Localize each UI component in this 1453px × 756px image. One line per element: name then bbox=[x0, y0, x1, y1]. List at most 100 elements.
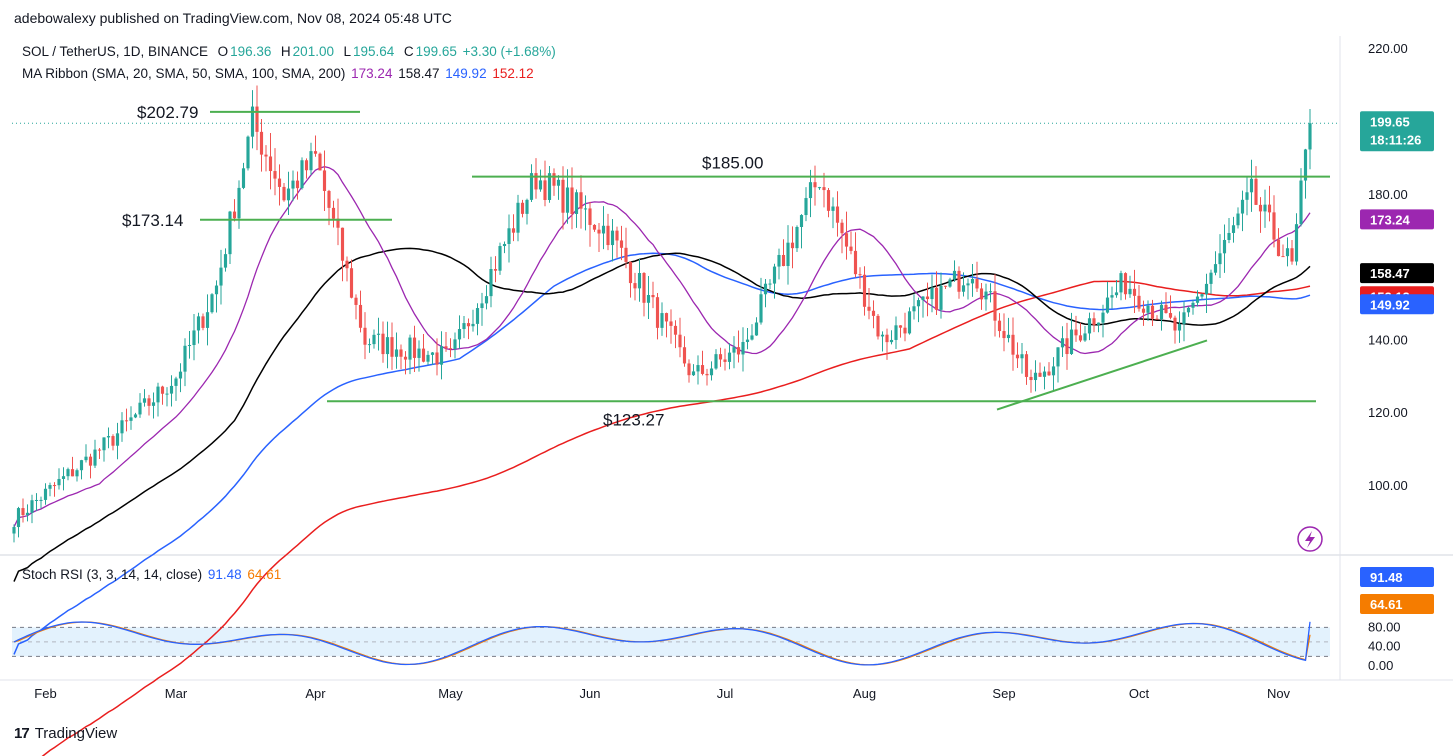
price-badge bbox=[1360, 294, 1434, 315]
candle-body bbox=[885, 334, 889, 343]
candle-body bbox=[79, 460, 84, 471]
candle-body bbox=[120, 420, 124, 434]
level-annotation: $202.79 bbox=[137, 103, 198, 122]
candle-body bbox=[223, 254, 228, 268]
countdown-text: 18:11:26 bbox=[1370, 132, 1421, 147]
candle-body bbox=[1258, 204, 1263, 212]
candle-body bbox=[322, 170, 327, 191]
candle-body bbox=[628, 261, 633, 284]
candle-body bbox=[808, 182, 813, 199]
candle-body bbox=[75, 470, 79, 477]
candle-body bbox=[16, 508, 21, 528]
candle-body bbox=[340, 227, 345, 261]
candle-body bbox=[466, 323, 471, 327]
trendline-support bbox=[996, 339, 1208, 411]
candle-body bbox=[498, 246, 502, 271]
candle-body bbox=[295, 180, 300, 189]
candle-body bbox=[754, 322, 759, 336]
candle-body bbox=[12, 527, 16, 534]
candle-body bbox=[1164, 304, 1168, 314]
lightning-icon[interactable] bbox=[1297, 526, 1323, 552]
candle-body bbox=[894, 325, 898, 340]
candle-body bbox=[1267, 204, 1272, 213]
candle-body bbox=[849, 246, 853, 251]
candle-body bbox=[52, 485, 57, 487]
candle-body bbox=[1128, 288, 1132, 295]
candle-body bbox=[565, 187, 570, 213]
candle-body bbox=[624, 247, 628, 262]
time-tick-label: Oct bbox=[1129, 686, 1150, 701]
candle-body bbox=[988, 291, 993, 293]
candle-body bbox=[678, 334, 682, 348]
candle-body bbox=[925, 296, 930, 300]
ma-ribbon-legend: MA Ribbon (SMA, 20, SMA, 50, SMA, 100, S… bbox=[22, 66, 536, 81]
candle-body bbox=[822, 187, 826, 191]
candle-body bbox=[1132, 288, 1137, 296]
candle-body bbox=[1191, 302, 1195, 308]
candle-body bbox=[183, 345, 187, 372]
candle-body bbox=[187, 345, 192, 347]
candle-body bbox=[1173, 317, 1177, 331]
ma100-value: 149.92 bbox=[445, 66, 487, 81]
candle-body bbox=[1096, 322, 1101, 325]
tradingview-footer[interactable]: 17 TradingView bbox=[14, 725, 117, 742]
candle-body bbox=[790, 242, 795, 249]
candle-body bbox=[106, 436, 111, 438]
candle-body bbox=[403, 356, 408, 360]
footer-brand: TradingView bbox=[34, 725, 118, 742]
candle-body bbox=[1200, 294, 1204, 297]
candle-body bbox=[484, 296, 489, 304]
axes: 220.00 180.00 140.00 120.00 100.00 80.00 40.00… bbox=[34, 41, 1407, 701]
time-tick-label: Jul bbox=[717, 686, 734, 701]
candle-body bbox=[867, 306, 871, 311]
candle-body bbox=[1024, 354, 1029, 377]
candle-body bbox=[660, 313, 664, 328]
candle-body bbox=[1110, 295, 1114, 298]
level-annotation: $123.27 bbox=[603, 410, 664, 429]
candle-body bbox=[993, 291, 997, 321]
main-grid bbox=[0, 36, 1453, 681]
candle-body bbox=[709, 368, 714, 376]
candle-body bbox=[673, 325, 678, 335]
candle-body bbox=[66, 469, 70, 477]
candles bbox=[12, 85, 1312, 543]
candle-body bbox=[421, 348, 426, 362]
price-badge bbox=[1360, 263, 1434, 284]
candle-body bbox=[1285, 248, 1290, 257]
level-lines bbox=[12, 110, 1340, 411]
candle-body bbox=[1105, 297, 1110, 313]
candle-body bbox=[1245, 192, 1249, 200]
candle-body bbox=[934, 287, 939, 310]
candle-body bbox=[399, 349, 403, 357]
ma-ribbon-label[interactable]: MA Ribbon (SMA, 20, SMA, 50, SMA, 100, S… bbox=[22, 66, 346, 81]
candle-body bbox=[961, 285, 966, 292]
candle-body bbox=[453, 339, 457, 350]
stoch-lines bbox=[13, 621, 1311, 666]
candle-body bbox=[691, 371, 696, 376]
candle-body bbox=[336, 218, 340, 228]
candle-body bbox=[300, 160, 304, 189]
ma20-line bbox=[13, 166, 1311, 528]
candle-body bbox=[129, 417, 133, 421]
stoch-d-value: 64.61 bbox=[247, 567, 282, 582]
candle-body bbox=[831, 206, 835, 211]
candle-body bbox=[367, 344, 372, 346]
candle-body bbox=[561, 179, 565, 213]
price-tick-label: 220.00 bbox=[1368, 41, 1408, 56]
candle-body bbox=[768, 283, 772, 285]
candle-body bbox=[1137, 295, 1141, 309]
candle-body bbox=[1168, 313, 1173, 318]
candle-body bbox=[1272, 212, 1276, 240]
change-value: +3.30 (+1.68%) bbox=[462, 44, 556, 59]
candle-body bbox=[327, 190, 331, 208]
candle-body bbox=[858, 274, 862, 276]
candle-body bbox=[903, 327, 907, 334]
candle-body bbox=[489, 269, 493, 297]
price-badge bbox=[1360, 111, 1434, 152]
candle-body bbox=[966, 283, 970, 286]
candle-body bbox=[273, 171, 277, 179]
symbol-name[interactable]: SOL / TetherUS, 1D, BINANCE bbox=[22, 44, 209, 59]
candle-body bbox=[246, 136, 250, 169]
stoch-label[interactable]: Stoch RSI (3, 3, 14, 14, close) bbox=[22, 567, 203, 582]
